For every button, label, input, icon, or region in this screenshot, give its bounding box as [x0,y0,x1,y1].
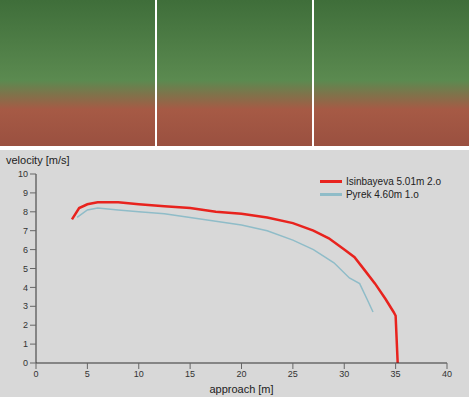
svg-text:0: 0 [23,358,28,368]
svg-text:4: 4 [23,283,28,293]
svg-text:2: 2 [23,320,28,330]
svg-text:5: 5 [85,369,90,379]
svg-text:40: 40 [442,369,452,379]
svg-text:20: 20 [236,369,246,379]
html-text:Pyrek 4.60m 1.o: Pyrek 4.60m 1.o [345,189,419,200]
svg-text:10: 10 [134,369,144,379]
svg-text:35: 35 [391,369,401,379]
svg-text:0: 0 [33,369,38,379]
html-text:velocity [m/s]: velocity [m/s] [6,154,70,166]
html-text:Isinbayeva 5.01m 2.o: Isinbayeva 5.01m 2.o [345,176,441,187]
svg-text:8: 8 [23,207,28,217]
svg-text:3: 3 [23,301,28,311]
svg-text:9: 9 [23,188,28,198]
svg-text:1: 1 [23,339,28,349]
svg-text:6: 6 [23,245,28,255]
svg-text:30: 30 [339,369,349,379]
svg-text:5: 5 [23,264,28,274]
svg-text:approach [m]: approach [m] [209,383,273,395]
svg-text:15: 15 [185,369,195,379]
svg-text:10: 10 [18,169,28,179]
svg-text:7: 7 [23,226,28,236]
svg-text:25: 25 [288,369,298,379]
